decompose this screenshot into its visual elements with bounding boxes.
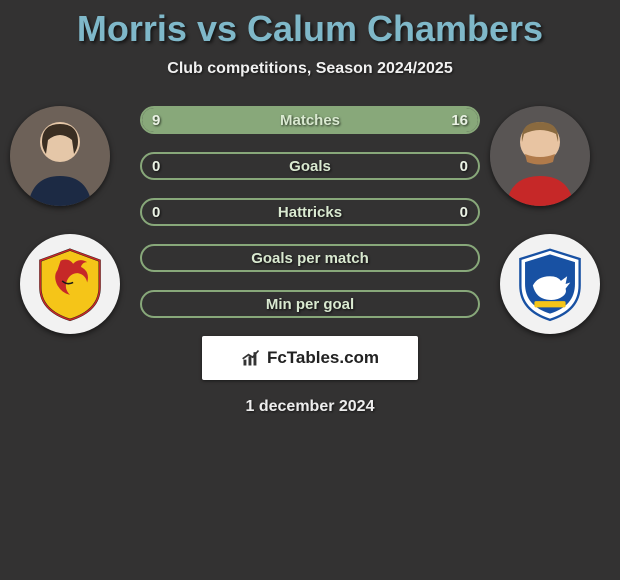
page-title: Morris vs Calum Chambers bbox=[0, 0, 620, 50]
club-left-crest bbox=[20, 234, 120, 334]
chart-icon bbox=[241, 348, 261, 368]
stat-bar-value-left: 0 bbox=[152, 200, 160, 224]
player-right-avatar bbox=[490, 106, 590, 206]
stat-bar: Hattricks0 0 bbox=[140, 198, 480, 226]
snapshot-date: 1 december 2024 bbox=[0, 398, 620, 416]
stat-bar-label: Goals per match bbox=[142, 246, 478, 270]
brand-name: FcTables.com bbox=[267, 348, 379, 368]
person-icon bbox=[10, 106, 110, 206]
crest-icon bbox=[31, 245, 109, 323]
stat-bar-value-right: 0 bbox=[460, 200, 468, 224]
club-right-crest bbox=[500, 234, 600, 334]
stat-bar-label: Hattricks bbox=[142, 200, 478, 224]
season-subtitle: Club competitions, Season 2024/2025 bbox=[0, 60, 620, 78]
stat-bar-value-left: 0 bbox=[152, 154, 160, 178]
stat-bar-label: Goals bbox=[142, 154, 478, 178]
crest-icon bbox=[511, 245, 589, 323]
comparison-stage: Matches916Goals00Hattricks00Goals per ma… bbox=[0, 106, 620, 416]
stat-bar-list: Matches916Goals00Hattricks00Goals per ma… bbox=[140, 106, 480, 318]
person-icon bbox=[490, 106, 590, 206]
stat-bar: Matches916 bbox=[140, 106, 480, 134]
stat-bar: Min per goal bbox=[140, 290, 480, 318]
stat-bar-fill-left bbox=[142, 108, 263, 132]
brand-badge: FcTables.com bbox=[202, 336, 418, 380]
stat-bar-label: Min per goal bbox=[142, 292, 478, 316]
stat-bar-value-right: 0 bbox=[460, 154, 468, 178]
stat-bar-fill-right bbox=[263, 108, 478, 132]
stat-bar: Goals per match bbox=[140, 244, 480, 272]
player-left-avatar bbox=[10, 106, 110, 206]
stat-bar: Goals0 0 bbox=[140, 152, 480, 180]
